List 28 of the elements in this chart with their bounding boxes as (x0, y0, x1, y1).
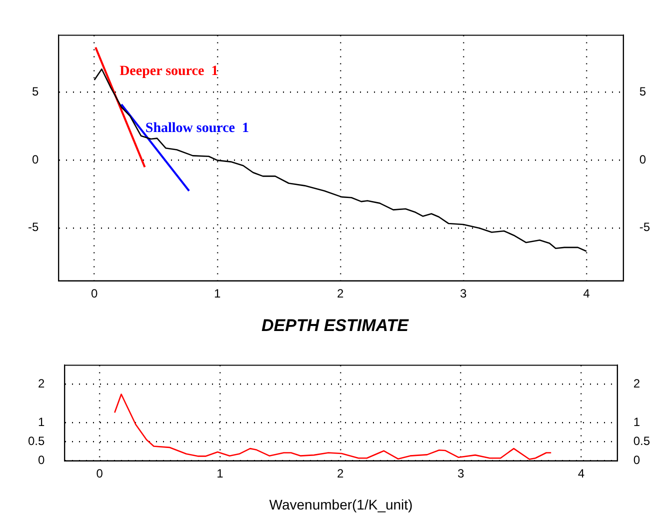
x-tick-label: 1 (214, 286, 222, 300)
y2-tick-label: 0 (633, 453, 640, 468)
x-axis-title: Wavenumber(1/K_unit) (269, 496, 413, 512)
y-tick-label: 0 (32, 152, 39, 166)
y2-tick-label: 0.5 (633, 434, 650, 448)
x-tick-label: 2 (337, 466, 344, 480)
x-tick-label: 4 (583, 286, 590, 300)
y-tick-label: 0 (38, 453, 45, 468)
y-tick-label: 2 (38, 376, 45, 391)
x-tick-label: 3 (460, 286, 468, 300)
x-tick-label: 0 (91, 286, 98, 300)
x-tick-label: 3 (457, 466, 464, 480)
y-tick-label: 1 (38, 414, 45, 429)
y2-tick-label: 1 (633, 414, 640, 429)
y2-tick-label: 5 (639, 84, 646, 99)
y2-tick-label: -5 (639, 220, 650, 234)
x-tick-label: 1 (216, 466, 224, 480)
x-tick-label: 2 (337, 286, 344, 300)
y-tick-label: 0.5 (28, 434, 45, 448)
x-tick-label: 4 (578, 466, 585, 480)
y-tick-label: -5 (28, 220, 39, 234)
y2-tick-label: 0 (639, 152, 646, 166)
chart-title: DEPTH ESTIMATE (260, 316, 410, 336)
y2-tick-label: 2 (633, 376, 640, 391)
series-label: Shallow source 1 (145, 121, 250, 136)
y-tick-label: 5 (32, 84, 39, 99)
series-label: Deeper source 1 (120, 64, 218, 80)
x-tick-label: 0 (96, 466, 104, 480)
